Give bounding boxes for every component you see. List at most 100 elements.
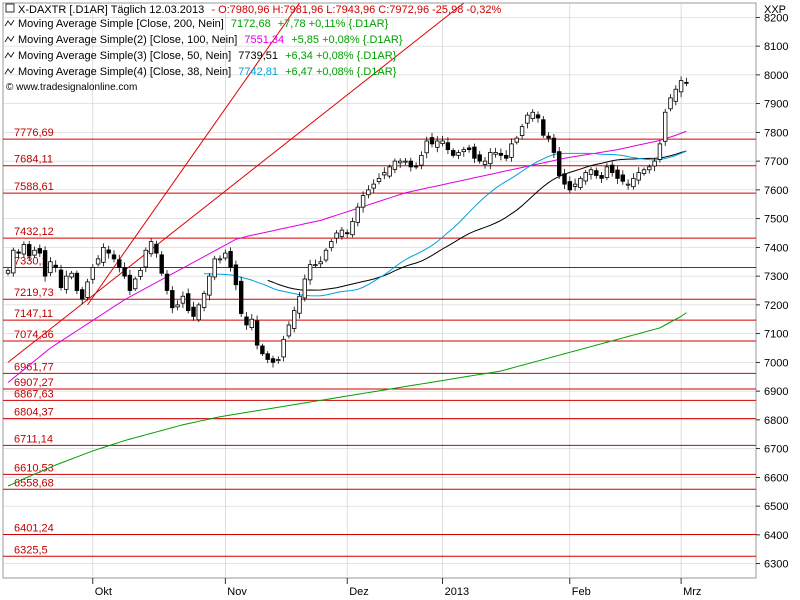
candle <box>111 250 117 263</box>
candle <box>16 249 21 259</box>
svg-text:Moving Average Simple [Close,: Moving Average Simple [Close, 200, Nein]… <box>18 18 389 30</box>
candle-body <box>249 318 254 328</box>
candle <box>424 136 429 159</box>
candle <box>37 244 42 258</box>
candle <box>329 239 334 252</box>
level-label: 6907,27 <box>14 377 54 389</box>
candle <box>450 148 456 158</box>
main-legend-icon <box>5 3 15 13</box>
candle <box>477 151 482 164</box>
candle <box>281 335 286 362</box>
legend-block: X-DAXTR [.D1AR] Täglich 12.03.2013 - O:7… <box>4 3 501 93</box>
candle-body <box>313 264 318 267</box>
candle <box>69 270 74 280</box>
candle-body <box>456 152 461 156</box>
candle-body <box>223 252 228 259</box>
ma100-line <box>7 130 687 383</box>
candle-body <box>32 249 37 256</box>
candle-body <box>387 166 392 177</box>
candle-body <box>244 316 249 326</box>
candle <box>636 167 641 185</box>
candle <box>265 351 270 364</box>
trend-lines <box>7 2 465 363</box>
candle <box>673 85 678 106</box>
candle <box>429 132 435 148</box>
ma50-line <box>267 150 687 291</box>
candle-body <box>164 273 170 291</box>
candle-body <box>435 140 440 148</box>
candle <box>5 268 11 276</box>
candle-body <box>360 195 366 208</box>
candle-body <box>302 278 307 299</box>
candle <box>244 312 249 330</box>
candle-body <box>80 289 85 300</box>
legend-change: +5,85 +0,08% {.D1AR} <box>291 34 403 46</box>
candle <box>578 176 583 190</box>
candle <box>588 166 594 180</box>
candle-body <box>26 244 32 257</box>
candle-body <box>498 152 504 156</box>
candle <box>132 276 138 292</box>
candle <box>530 109 535 122</box>
candle <box>344 229 350 238</box>
candle <box>599 172 604 183</box>
candle-body <box>541 119 546 136</box>
candle <box>641 167 647 176</box>
candle <box>228 247 233 272</box>
candle-body <box>530 111 535 119</box>
legend-value: 7742,81 <box>238 66 278 78</box>
candle-body <box>85 281 90 298</box>
candle-body <box>196 304 201 321</box>
candle-body <box>355 206 360 223</box>
level-label: 7684,11 <box>14 154 53 166</box>
candle <box>541 115 546 138</box>
y-tick-label: 8000 <box>764 70 788 82</box>
candle <box>223 249 228 261</box>
candle <box>610 161 615 177</box>
candle-body <box>154 243 159 254</box>
line-icon <box>4 35 15 43</box>
candle <box>403 157 408 166</box>
candle <box>318 256 323 269</box>
candle-body <box>185 293 191 312</box>
candle <box>48 257 53 277</box>
candle <box>80 286 85 305</box>
candle <box>461 146 466 157</box>
candle-body <box>291 310 297 329</box>
candle <box>180 291 186 309</box>
level-label: 7432,12 <box>14 226 54 238</box>
candle-body <box>339 229 345 237</box>
candle-body <box>111 254 117 260</box>
candle-body <box>567 181 572 191</box>
candle-body <box>403 160 408 163</box>
candle <box>138 267 143 281</box>
y-tick-label: 7100 <box>764 329 788 341</box>
candle-body <box>477 154 482 162</box>
candle-body <box>170 290 175 309</box>
candle-body <box>419 154 424 166</box>
y-tick-label: 7400 <box>764 242 788 254</box>
level-label: 6961,77 <box>14 361 54 373</box>
svg-text:Moving Average Simple(4) [Clos: Moving Average Simple(4) [Close, 38, Nei… <box>18 66 397 78</box>
candle-body <box>594 170 599 176</box>
candle <box>238 276 244 317</box>
candle <box>509 138 514 162</box>
candle <box>254 315 260 350</box>
level-label: 7330,1 <box>14 255 48 267</box>
moving-averages <box>7 130 687 487</box>
candle-body <box>636 172 641 181</box>
candle-body <box>48 261 53 274</box>
candle <box>74 270 80 295</box>
y-tick-label: 7500 <box>764 214 788 226</box>
candle-body <box>652 160 657 167</box>
candle-body <box>625 183 631 186</box>
level-label: 7588,61 <box>14 181 54 193</box>
candle-body <box>535 114 541 119</box>
candle <box>440 135 445 147</box>
candle-body <box>42 250 48 277</box>
candle-body <box>663 111 668 142</box>
candle-body <box>450 150 456 156</box>
copyright-text: © www.tradesignalonline.com <box>6 82 137 93</box>
level-label: 6325,5 <box>14 544 48 556</box>
legend-change: +7,78 +0,11% {.D1AR} <box>278 18 389 30</box>
